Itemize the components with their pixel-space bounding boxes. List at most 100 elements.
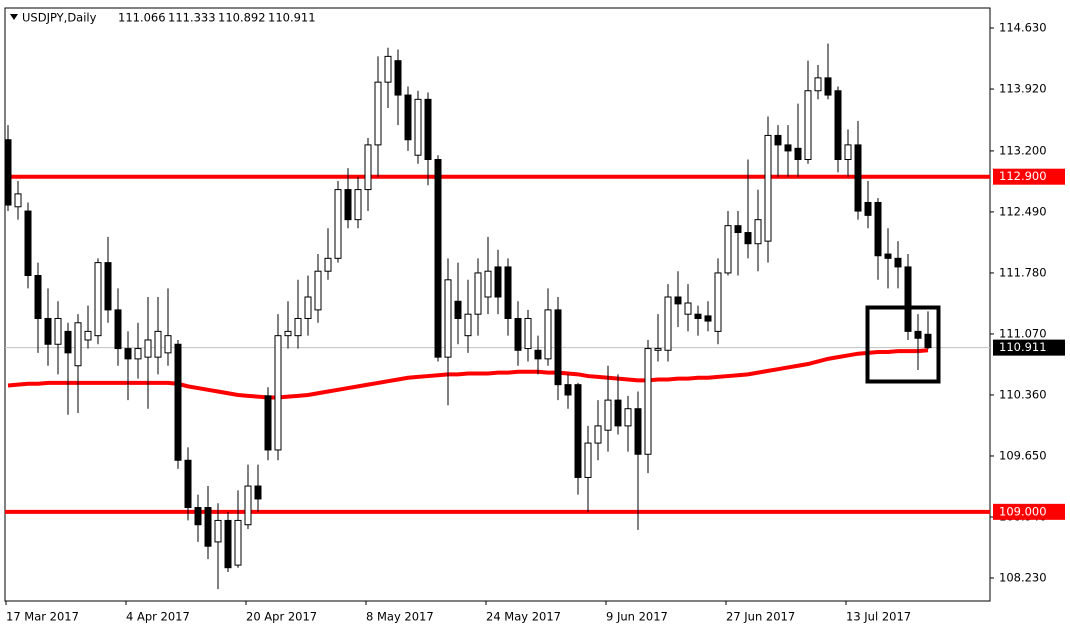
candle-body	[434, 159, 442, 358]
candle-body	[534, 349, 542, 360]
candle-body	[384, 55, 392, 83]
candle-body	[584, 442, 592, 478]
candle-body	[234, 519, 242, 566]
y-tick-label: 114.630	[999, 21, 1047, 35]
candle-body	[84, 330, 92, 341]
candle-body	[554, 309, 562, 386]
candle-body	[44, 317, 52, 345]
x-tick-label: 4 Apr 2017	[126, 610, 190, 624]
candle-body	[614, 399, 622, 427]
candle-body	[344, 189, 352, 221]
candle-body	[34, 275, 42, 319]
candle-body	[634, 408, 642, 455]
candle-body	[694, 313, 702, 319]
candle-body	[284, 330, 292, 337]
candle-body	[674, 296, 682, 305]
candle-body	[454, 300, 462, 319]
candle-body	[904, 266, 912, 332]
candle-body	[724, 225, 732, 274]
candle-body	[834, 90, 842, 161]
candle-body	[774, 134, 782, 146]
candle-body	[524, 317, 532, 350]
candle-body	[504, 266, 512, 319]
open-value: 111.066	[118, 11, 166, 25]
candle-body	[654, 348, 662, 351]
level-label: 109.000	[999, 504, 1047, 518]
low-value: 110.892	[218, 11, 266, 25]
candle-body	[24, 210, 32, 277]
y-tick-label: 109.650	[999, 448, 1047, 462]
highlight-box	[865, 305, 941, 384]
candle-body	[314, 270, 322, 311]
candle-body	[624, 408, 632, 427]
y-tick-label: 113.920	[999, 82, 1047, 96]
candle-body	[714, 272, 722, 332]
candle-body	[764, 134, 772, 242]
x-tick-label: 17 Mar 2017	[6, 610, 79, 624]
candle-body	[794, 147, 802, 161]
level-label: 112.900	[999, 169, 1047, 183]
candle-body	[114, 309, 122, 350]
candle-body	[304, 296, 312, 319]
candle-body	[184, 459, 192, 509]
candle-body	[664, 296, 672, 351]
price-label: 110.911	[999, 340, 1047, 354]
candle-body	[224, 519, 232, 569]
candle-body	[244, 485, 252, 526]
candle-body	[884, 253, 892, 259]
candle-body	[744, 232, 752, 245]
close-value: 110.911	[268, 11, 316, 25]
candle-body	[814, 77, 822, 92]
level-label-box	[993, 168, 1065, 185]
price-label-box	[993, 339, 1065, 356]
chart-title: USDJPY,Daily	[22, 11, 97, 25]
candle-body	[334, 189, 342, 259]
candle-body	[214, 519, 222, 543]
candle-body	[54, 317, 62, 345]
candle-body	[204, 507, 212, 547]
candle-body	[464, 313, 472, 337]
candle-body	[604, 399, 612, 431]
candle-body	[94, 262, 102, 337]
candle-body	[494, 266, 502, 298]
candle-body	[474, 272, 482, 315]
candle-body	[374, 81, 382, 146]
y-tick-label: 110.360	[999, 387, 1047, 401]
x-tick-label: 8 May 2017	[366, 610, 434, 624]
candle-body	[784, 144, 792, 152]
x-tick-label: 9 Jun 2017	[606, 610, 668, 624]
candle-body	[154, 330, 162, 358]
y-tick-label: 112.490	[999, 204, 1047, 218]
candle-body	[394, 60, 402, 96]
candle-body	[644, 348, 652, 455]
menu-arrow[interactable]	[10, 14, 18, 20]
x-tick-label: 24 May 2017	[486, 610, 561, 624]
candle-body	[404, 94, 412, 141]
candle-body	[704, 315, 712, 322]
candle-body	[274, 335, 282, 451]
candle-body	[564, 384, 572, 396]
y-tick-label: 113.200	[999, 143, 1047, 157]
candle-body	[264, 395, 272, 451]
candle-body	[574, 384, 582, 478]
candle-body	[254, 485, 262, 500]
candle-body	[354, 189, 362, 221]
x-tick-label: 13 Jul 2017	[846, 610, 911, 624]
x-tick-label: 20 Apr 2017	[246, 610, 317, 624]
header: USDJPY,Daily 111.066 111.333 110.892 110…	[22, 11, 316, 25]
candle-body	[914, 330, 922, 339]
candle-body	[854, 144, 862, 212]
candle-body	[484, 270, 492, 298]
candle-body	[844, 144, 852, 161]
candle-body	[324, 257, 332, 272]
candle-body	[874, 201, 882, 257]
candle-body	[544, 309, 552, 360]
candle-body	[734, 225, 742, 234]
candle-body	[144, 339, 152, 358]
high-value: 111.333	[168, 11, 216, 25]
x-tick-label: 27 Jun 2017	[726, 610, 795, 624]
moving-average	[7, 348, 929, 400]
candle-body	[924, 333, 932, 349]
candle-body	[684, 302, 692, 315]
